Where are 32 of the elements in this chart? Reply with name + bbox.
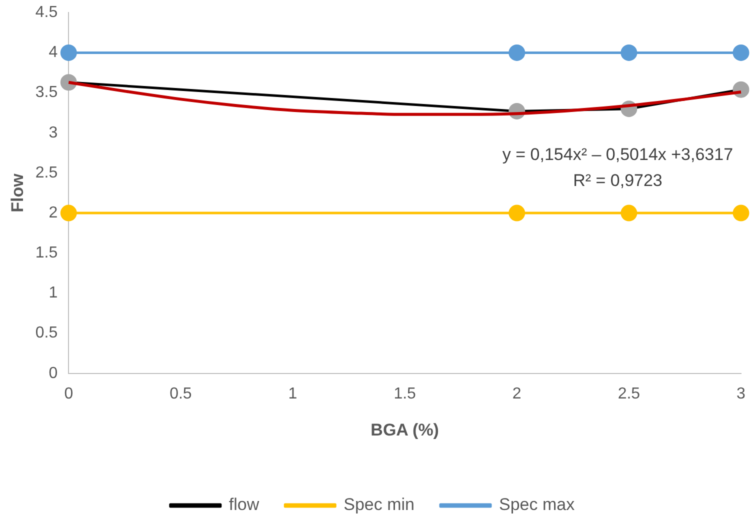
x-tick-label: 1: [288, 385, 298, 402]
y-tick-label: 0: [48, 364, 58, 382]
point: [508, 204, 526, 222]
x-axis-title: BGA (%): [370, 420, 439, 440]
legend-label: flow: [228, 495, 260, 514]
annotation: R² = 0,9723: [573, 171, 662, 190]
annotation: y = 0,154x² – 0,5014x +3,6317: [502, 145, 734, 164]
y-tick-label: 0.5: [35, 324, 58, 342]
x-tick-label: 1.5: [394, 385, 416, 402]
x-tick-label: 2.5: [618, 385, 640, 402]
y-tick-label: 3.5: [35, 84, 58, 102]
x-tick-label: 0.5: [170, 385, 192, 402]
y-tick-label: 4.5: [35, 4, 58, 22]
point: [620, 204, 638, 222]
point: [732, 204, 750, 222]
point: [732, 44, 750, 61]
legend-label: Spec max: [499, 495, 576, 514]
y-tick-label: 1: [48, 284, 58, 302]
y-tick-label: 1.5: [35, 244, 58, 262]
point: [60, 204, 77, 222]
x-tick-label: 2: [512, 385, 522, 402]
y-tick-label: 3: [48, 124, 58, 142]
legend-label: Spec min: [344, 495, 415, 514]
y-axis-title: Flow: [8, 172, 27, 212]
y-tick-label: 4: [48, 44, 58, 62]
point: [60, 44, 77, 61]
y-tick-label: 2.5: [35, 164, 58, 182]
x-tick-label: 3: [736, 385, 746, 402]
x-tick-label: 0: [64, 385, 74, 402]
point: [508, 44, 526, 61]
point: [620, 44, 638, 61]
y-tick-label: 2: [48, 204, 58, 222]
